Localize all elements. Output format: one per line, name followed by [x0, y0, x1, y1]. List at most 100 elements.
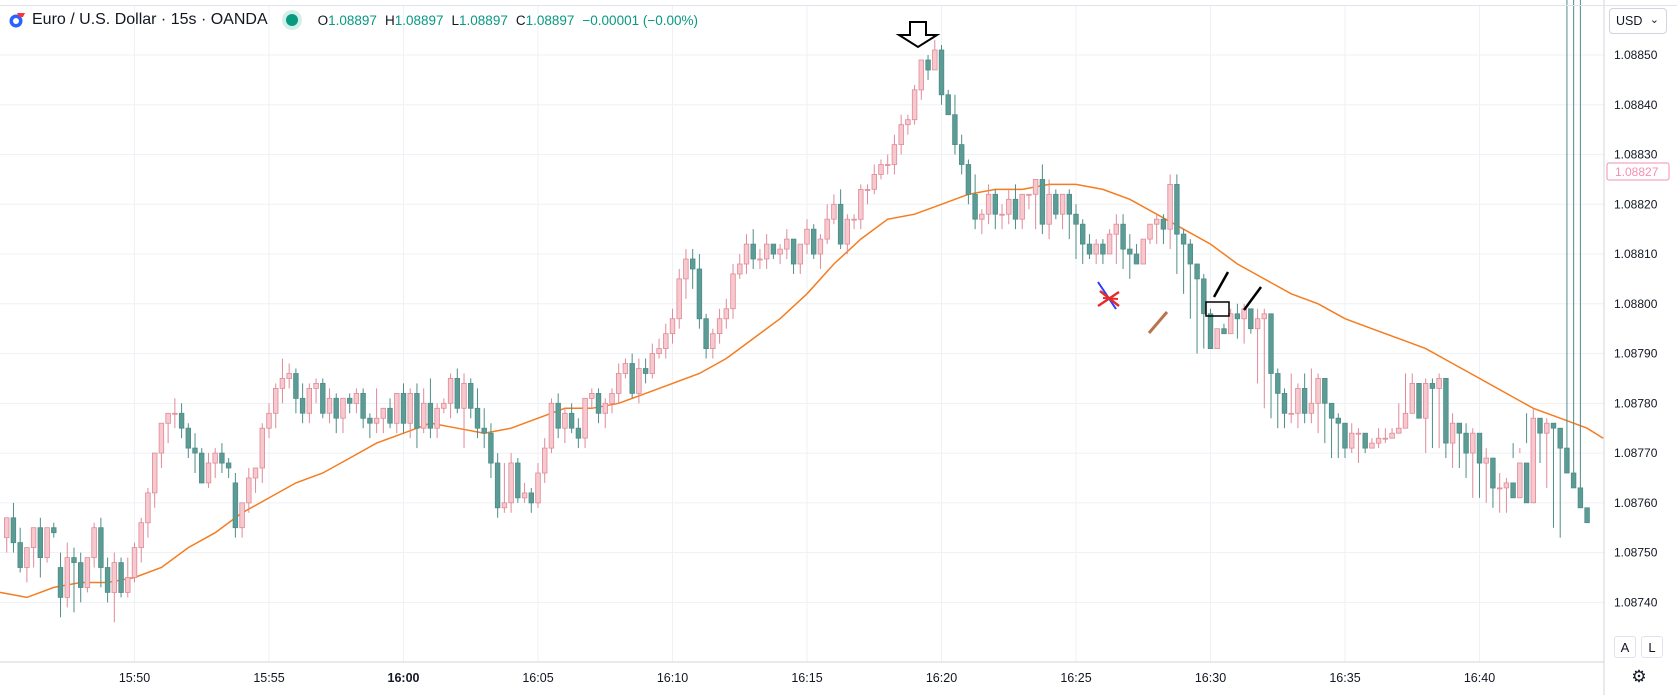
candle	[952, 94, 958, 155]
close-value: C1.08897	[515, 12, 575, 28]
candle	[555, 393, 561, 439]
candle	[528, 487, 534, 513]
candle	[266, 403, 272, 439]
candle	[306, 383, 312, 424]
candle	[1026, 193, 1032, 210]
candle	[44, 527, 50, 563]
candle	[78, 552, 84, 603]
candle	[98, 517, 104, 588]
candle	[508, 453, 514, 513]
currency-label: USD	[1616, 14, 1643, 28]
price-axis[interactable]: 1.08850 1.08840 1.08830 1.08820 1.08810 1.088…	[1614, 48, 1658, 609]
candle	[669, 308, 676, 344]
candle	[24, 547, 30, 583]
candle	[232, 472, 239, 538]
candle	[57, 552, 64, 618]
candle	[1100, 239, 1106, 264]
candle	[1268, 313, 1274, 419]
price-tick-label: 1.08820	[1614, 197, 1658, 211]
candle	[259, 423, 265, 483]
price-tick-label: 1.08740	[1614, 595, 1658, 609]
candle	[636, 358, 642, 404]
time-axis[interactable]: 15:50 15:55 16:00 16:05 16:10 16:15 16:20 16:25…	[119, 671, 1495, 685]
candle	[1497, 472, 1503, 513]
candle	[1389, 428, 1395, 439]
candle	[521, 482, 528, 503]
candle	[427, 378, 434, 439]
price-tick-label: 1.08800	[1614, 297, 1658, 311]
trend-line-drawing[interactable]	[1242, 286, 1263, 311]
candle	[911, 84, 918, 125]
tradingview-logo-icon	[8, 11, 26, 29]
candle	[225, 458, 232, 478]
candle	[932, 40, 938, 71]
candle	[656, 338, 662, 359]
candle	[1167, 174, 1173, 250]
chevron-down-icon: ⌄	[1649, 14, 1659, 26]
candle	[750, 229, 756, 269]
rectangle-drawing[interactable]	[1205, 301, 1230, 317]
candle	[84, 557, 91, 593]
log-scale-button[interactable]: L	[1641, 636, 1663, 658]
candle	[1510, 443, 1516, 499]
auto-scale-button[interactable]: A	[1614, 636, 1636, 658]
candle	[1328, 402, 1335, 459]
candle	[1396, 403, 1402, 434]
candle	[360, 388, 366, 429]
trend-line-drawing[interactable]	[1212, 271, 1230, 298]
candle	[568, 403, 575, 434]
candle	[1053, 189, 1059, 220]
candle	[326, 388, 333, 424]
candle	[138, 517, 144, 563]
candle	[373, 388, 380, 434]
candle	[481, 408, 487, 449]
candle	[1032, 178, 1039, 230]
candle	[1557, 427, 1563, 538]
time-tick-label: 16:40	[1464, 671, 1495, 685]
gear-icon[interactable]: ⚙	[1631, 667, 1647, 686]
candle	[1463, 423, 1469, 478]
candle	[1106, 229, 1113, 255]
candle	[676, 268, 682, 329]
down-arrow-drawing[interactable]	[895, 21, 941, 49]
candle	[131, 542, 138, 583]
candle	[1275, 368, 1281, 429]
candle	[1537, 417, 1543, 464]
candle	[602, 398, 608, 429]
candle	[71, 547, 77, 613]
change-value: −0.00001 (−0.00%)	[582, 12, 698, 28]
currency-selector[interactable]: USD ⌄	[1609, 8, 1667, 34]
symbol-legend[interactable]: Euro / U.S. Dollar · 15s · OANDA O1.0889…	[8, 8, 698, 32]
candle	[1234, 303, 1241, 339]
candle	[1012, 184, 1019, 230]
candle	[219, 443, 225, 473]
candle	[858, 184, 864, 230]
candle	[690, 249, 696, 289]
user-drawings	[895, 21, 1263, 334]
time-tick-label: 16:00	[388, 671, 420, 685]
candle	[999, 204, 1005, 230]
candle	[1402, 373, 1409, 429]
candle	[279, 358, 286, 404]
price-tick-label: 1.08750	[1614, 546, 1658, 560]
symbol-title[interactable]: Euro / U.S. Dollar · 15s · OANDA	[32, 11, 268, 28]
candle	[562, 408, 568, 444]
candle	[1375, 428, 1382, 449]
cross-marker-drawing[interactable]	[1097, 281, 1120, 310]
price-tick-label: 1.08850	[1614, 48, 1658, 62]
candle	[1086, 234, 1093, 260]
candle	[811, 224, 817, 260]
candle	[387, 398, 393, 429]
current-price-label: 1.08827	[1606, 162, 1670, 181]
candle	[945, 89, 951, 116]
candle	[1409, 373, 1415, 414]
candle	[1584, 507, 1590, 524]
candle	[4, 517, 10, 553]
candle	[1288, 373, 1294, 424]
candle	[663, 323, 669, 359]
candle	[938, 45, 945, 105]
candle	[51, 522, 57, 538]
trend-line-drawing[interactable]	[1147, 311, 1169, 334]
